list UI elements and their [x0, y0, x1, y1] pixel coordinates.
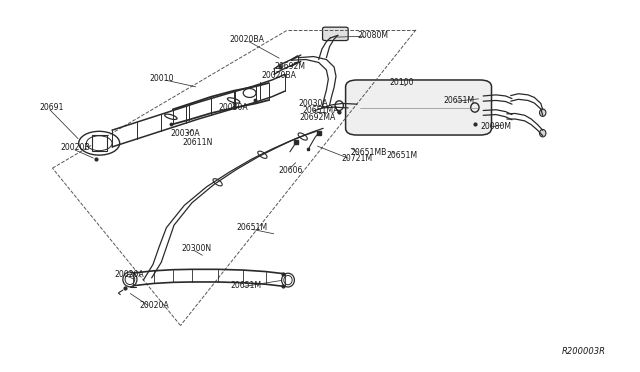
- Text: 20692MA: 20692MA: [300, 113, 336, 122]
- Text: 20080M: 20080M: [480, 122, 511, 131]
- Text: 20651M: 20651M: [386, 151, 417, 160]
- Text: 20651M: 20651M: [237, 223, 268, 232]
- Text: 20691: 20691: [40, 103, 64, 112]
- Text: 20010: 20010: [149, 74, 173, 83]
- Text: 20100: 20100: [389, 78, 413, 87]
- Text: 20606: 20606: [278, 166, 303, 175]
- Text: 20020B: 20020B: [61, 143, 90, 152]
- Text: 20030A: 20030A: [298, 99, 328, 108]
- Text: 20080M: 20080M: [357, 31, 388, 40]
- Ellipse shape: [540, 109, 546, 116]
- Text: 20651MB: 20651MB: [351, 148, 387, 157]
- Text: 20030A: 20030A: [219, 103, 248, 112]
- Text: R200003R: R200003R: [562, 347, 606, 356]
- Text: 20300N: 20300N: [181, 244, 211, 253]
- Text: 20020A: 20020A: [114, 270, 143, 279]
- Text: 20692M: 20692M: [274, 62, 305, 71]
- Text: 20651M: 20651M: [230, 281, 262, 290]
- Text: 20020BA: 20020BA: [229, 35, 264, 44]
- FancyBboxPatch shape: [346, 80, 492, 135]
- Text: 20020BA: 20020BA: [261, 71, 296, 80]
- Text: 20651M: 20651M: [444, 96, 475, 105]
- FancyBboxPatch shape: [92, 135, 107, 151]
- Text: 20030A: 20030A: [171, 129, 200, 138]
- Text: 20721M: 20721M: [342, 154, 373, 163]
- Text: 20611N: 20611N: [182, 138, 212, 147]
- Ellipse shape: [540, 129, 546, 137]
- Text: 20651MA: 20651MA: [302, 106, 339, 115]
- FancyBboxPatch shape: [323, 27, 348, 41]
- Text: 20020A: 20020A: [140, 301, 169, 310]
